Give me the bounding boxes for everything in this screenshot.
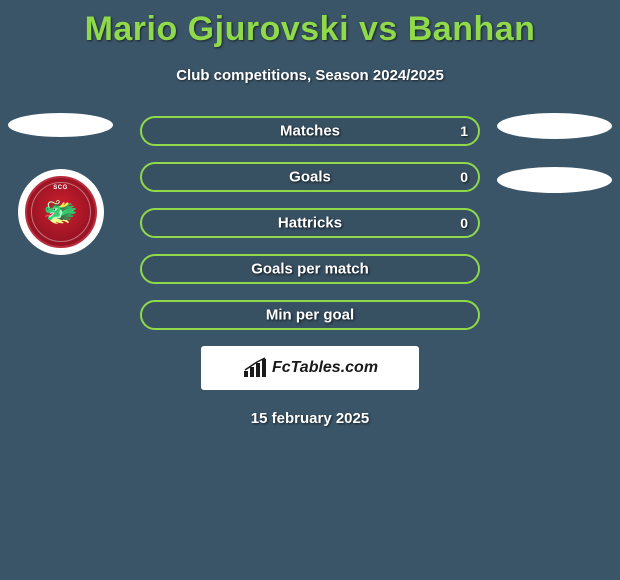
right-player-column: [497, 113, 612, 193]
stat-value-right: 0: [460, 169, 468, 185]
club-badge-text: SCG: [27, 185, 95, 191]
stat-bar: Matches1: [140, 116, 480, 146]
stat-value-right: 1: [460, 123, 468, 139]
stat-label: Goals: [142, 169, 478, 186]
comparison-content: SCG 🐲 Matches1Goals0Hattricks0Goals per …: [0, 116, 620, 330]
chart-icon: [242, 357, 268, 379]
left-player-avatar-placeholder: [8, 113, 113, 137]
club-badge-emblem: 🐲: [43, 198, 78, 226]
stat-label: Matches: [142, 123, 478, 140]
page-title: Mario Gjurovski vs Banhan: [0, 0, 620, 49]
stat-label: Goals per match: [142, 261, 478, 278]
left-player-column: SCG 🐲: [8, 113, 113, 255]
stat-bar: Min per goal: [140, 300, 480, 330]
stat-value-right: 0: [460, 215, 468, 231]
stat-label: Min per goal: [142, 307, 478, 324]
footer-brand-text: FcTables.com: [272, 359, 378, 377]
left-player-club-badge: SCG 🐲: [18, 169, 104, 255]
stat-bar: Goals per match: [140, 254, 480, 284]
stat-bar: Hattricks0: [140, 208, 480, 238]
right-player-avatar-placeholder-1: [497, 113, 612, 139]
stat-bar: Goals0: [140, 162, 480, 192]
right-player-avatar-placeholder-2: [497, 167, 612, 193]
stat-label: Hattricks: [142, 215, 478, 232]
subtitle: Club competitions, Season 2024/2025: [0, 67, 620, 84]
stats-bars: Matches1Goals0Hattricks0Goals per matchM…: [140, 116, 480, 330]
date-text: 15 february 2025: [0, 410, 620, 427]
footer-brand-badge: FcTables.com: [201, 346, 419, 390]
